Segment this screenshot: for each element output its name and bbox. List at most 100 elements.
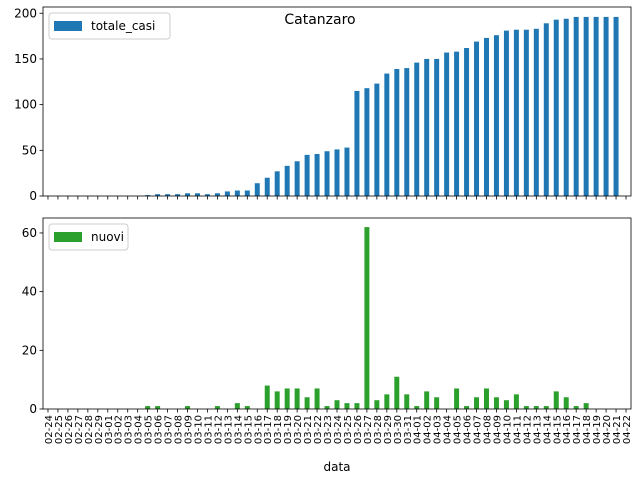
x-tick-label: 03-06: [154, 415, 165, 444]
totale-casi-bar-11: [155, 194, 161, 196]
x-tick-label: 03-30: [393, 415, 404, 444]
totale-casi-ytick-label: 150: [14, 52, 37, 66]
nuovi-chart: 020406002-2402-2502-2602-2702-2802-2903-…: [22, 217, 633, 444]
nuovi-bar-30: [344, 403, 350, 409]
x-tick-label: 04-11: [512, 415, 523, 444]
x-tick-label: 03-04: [134, 415, 145, 444]
nuovi-bar-32: [364, 227, 370, 409]
x-tick-label: 03-24: [333, 415, 344, 444]
x-tick-label: 03-05: [144, 415, 155, 444]
nuovi-bar-49: [533, 406, 539, 409]
nuovi-bar-41: [454, 388, 460, 409]
totale-casi-bar-56: [603, 16, 609, 196]
nuovi-bar-54: [583, 403, 589, 409]
nuovi-bar-47: [513, 394, 519, 409]
x-tick-label: 04-14: [542, 415, 553, 444]
totale-casi-legend-label: totale_casi: [91, 19, 155, 33]
totale-casi-bar-55: [593, 16, 599, 196]
x-tick-label: 04-15: [552, 415, 563, 444]
x-tick-label: 03-28: [373, 415, 384, 444]
nuovi-bar-43: [474, 397, 480, 409]
x-tick-label: 03-14: [233, 415, 244, 444]
x-tick-label: 04-06: [463, 415, 474, 444]
x-tick-label: 03-13: [223, 415, 234, 444]
nuovi-bar-26: [304, 397, 310, 409]
x-tick-label: 03-21: [303, 415, 314, 444]
nuovi-bar-25: [294, 388, 300, 409]
totale-casi-bar-40: [444, 52, 450, 196]
totale-casi-bar-32: [364, 88, 370, 196]
nuovi-bar-11: [155, 406, 161, 409]
x-tick-label: 03-03: [124, 415, 135, 444]
totale-casi-bar-34: [384, 73, 390, 196]
totale-casi-bar-39: [434, 58, 440, 196]
nuovi-legend-box: [48, 223, 129, 251]
x-tick-label: 03-08: [174, 415, 185, 444]
totale-casi-bar-37: [414, 62, 420, 196]
x-tick-label: 02-24: [44, 415, 55, 444]
nuovi-bar-39: [434, 397, 440, 409]
totale-casi-bar-48: [523, 29, 529, 197]
x-tick-label: 02-27: [74, 415, 85, 444]
x-tick-label: 04-20: [602, 415, 613, 444]
x-tick-label: 04-01: [413, 415, 424, 444]
nuovi-bar-31: [354, 403, 360, 409]
totale-casi-bar-35: [394, 68, 400, 196]
totale-casi-bar-57: [613, 16, 619, 196]
totale-casi-bar-36: [404, 68, 410, 196]
x-tick-label: 04-04: [443, 415, 454, 444]
totale-casi-bar-42: [464, 47, 470, 197]
nuovi-ytick-label: 20: [22, 343, 37, 357]
totale-casi-legend-swatch: [54, 21, 82, 31]
x-tick-label: 04-17: [572, 415, 583, 444]
totale-casi-bar-12: [165, 194, 171, 196]
totale-casi-bar-16: [204, 194, 210, 196]
totale-casi-bar-43: [474, 41, 480, 196]
nuovi-bar-22: [264, 385, 270, 409]
totale-casi-bar-44: [484, 37, 489, 197]
nuovi-bar-38: [424, 391, 430, 409]
totale-casi-bar-22: [264, 177, 270, 196]
nuovi-legend-swatch: [54, 232, 82, 242]
totale-casi-bar-38: [424, 58, 430, 196]
x-tick-label: 03-26: [353, 415, 364, 444]
x-tick-label: 03-18: [273, 415, 284, 444]
x-tick-label: 04-09: [492, 415, 503, 444]
nuovi-bar-35: [394, 376, 400, 409]
x-tick-label: 04-07: [473, 415, 484, 444]
totale-casi-bar-50: [543, 23, 549, 197]
x-tick-label: 03-19: [283, 415, 294, 444]
nuovi-ytick-label: 60: [22, 226, 37, 240]
totale-casi-ytick-label: 0: [29, 189, 37, 203]
totale-casi-bar-27: [314, 153, 320, 196]
x-tick-label: 02-28: [84, 415, 95, 444]
x-tick-label: 04-05: [453, 415, 464, 444]
totale-casi-bar-28: [324, 151, 330, 196]
totale-casi-bar-23: [274, 171, 280, 196]
x-tick-label: 02-29: [94, 415, 105, 444]
x-tick-label: 03-11: [203, 415, 214, 444]
x-tick-label: 04-19: [592, 415, 603, 444]
x-tick-label: 03-17: [263, 415, 274, 444]
totale-casi-chart: 0 50 100 150 200 totale_casi: [14, 6, 632, 203]
x-tick-label: 04-08: [482, 415, 493, 444]
nuovi-bar-14: [185, 406, 190, 409]
x-tick-label: 03-27: [363, 415, 374, 444]
totale-casi-ytick-label: 100: [14, 98, 37, 112]
nuovi-ytick-label: 0: [29, 402, 37, 416]
nuovi-bar-45: [493, 397, 499, 409]
x-tick-label: 04-02: [423, 415, 434, 444]
chart-title: Catanzaro: [284, 12, 355, 28]
totale-casi-bar-51: [553, 19, 559, 197]
nuovi-bar-19: [234, 403, 240, 409]
nuovi-bar-24: [284, 388, 290, 409]
nuovi-legend-label: nuovi: [91, 230, 124, 244]
nuovi-legend: nuovi: [48, 223, 129, 251]
nuovi-bar-52: [563, 397, 569, 409]
totale-casi-bar-30: [344, 147, 350, 196]
x-tick-label: 03-25: [343, 415, 354, 444]
x-tick-label: 03-01: [104, 415, 115, 444]
nuovi-bar-34: [384, 394, 390, 409]
x-tick-label: 03-10: [193, 415, 204, 444]
